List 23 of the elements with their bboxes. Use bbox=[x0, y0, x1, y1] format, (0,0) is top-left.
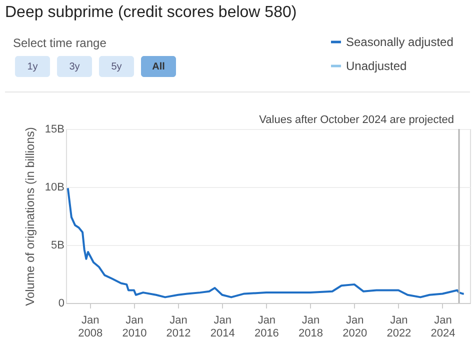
x-tick-label: Jan 2010 bbox=[122, 314, 147, 340]
y-tick-label: 15B bbox=[44, 124, 64, 136]
y-tick-label: 5B bbox=[51, 240, 64, 252]
x-tick-label: Jan 2012 bbox=[166, 314, 191, 340]
text: 5y bbox=[111, 62, 122, 72]
text: 3y bbox=[69, 62, 80, 72]
x-tick-label: Jan 2024 bbox=[430, 314, 456, 340]
y-tick-label: 10B bbox=[44, 182, 64, 194]
y-tick-label: 0 bbox=[58, 298, 64, 310]
x-tick-label: Jan 2016 bbox=[254, 314, 279, 340]
ref-line-label: Values after October 2024 are projected bbox=[259, 114, 454, 126]
x-tick-label: Jan 2022 bbox=[386, 314, 412, 340]
x-tick-label: Jan 2014 bbox=[210, 314, 235, 340]
y-axis-title: Volume of originations (in billions) bbox=[22, 127, 37, 306]
legend-label: Unadjusted bbox=[346, 59, 407, 73]
text: Select time range bbox=[13, 36, 107, 50]
text: All bbox=[152, 62, 166, 72]
x-tick-label: Jan 2020 bbox=[342, 314, 368, 340]
x-tick-label: Jan 2018 bbox=[298, 314, 324, 340]
chart-title: Deep subprime (credit scores below 580) bbox=[5, 4, 297, 21]
x-tick-label: Jan 2008 bbox=[78, 314, 103, 340]
text: 1y bbox=[27, 62, 38, 72]
legend-label: Seasonally adjusted bbox=[346, 35, 454, 49]
